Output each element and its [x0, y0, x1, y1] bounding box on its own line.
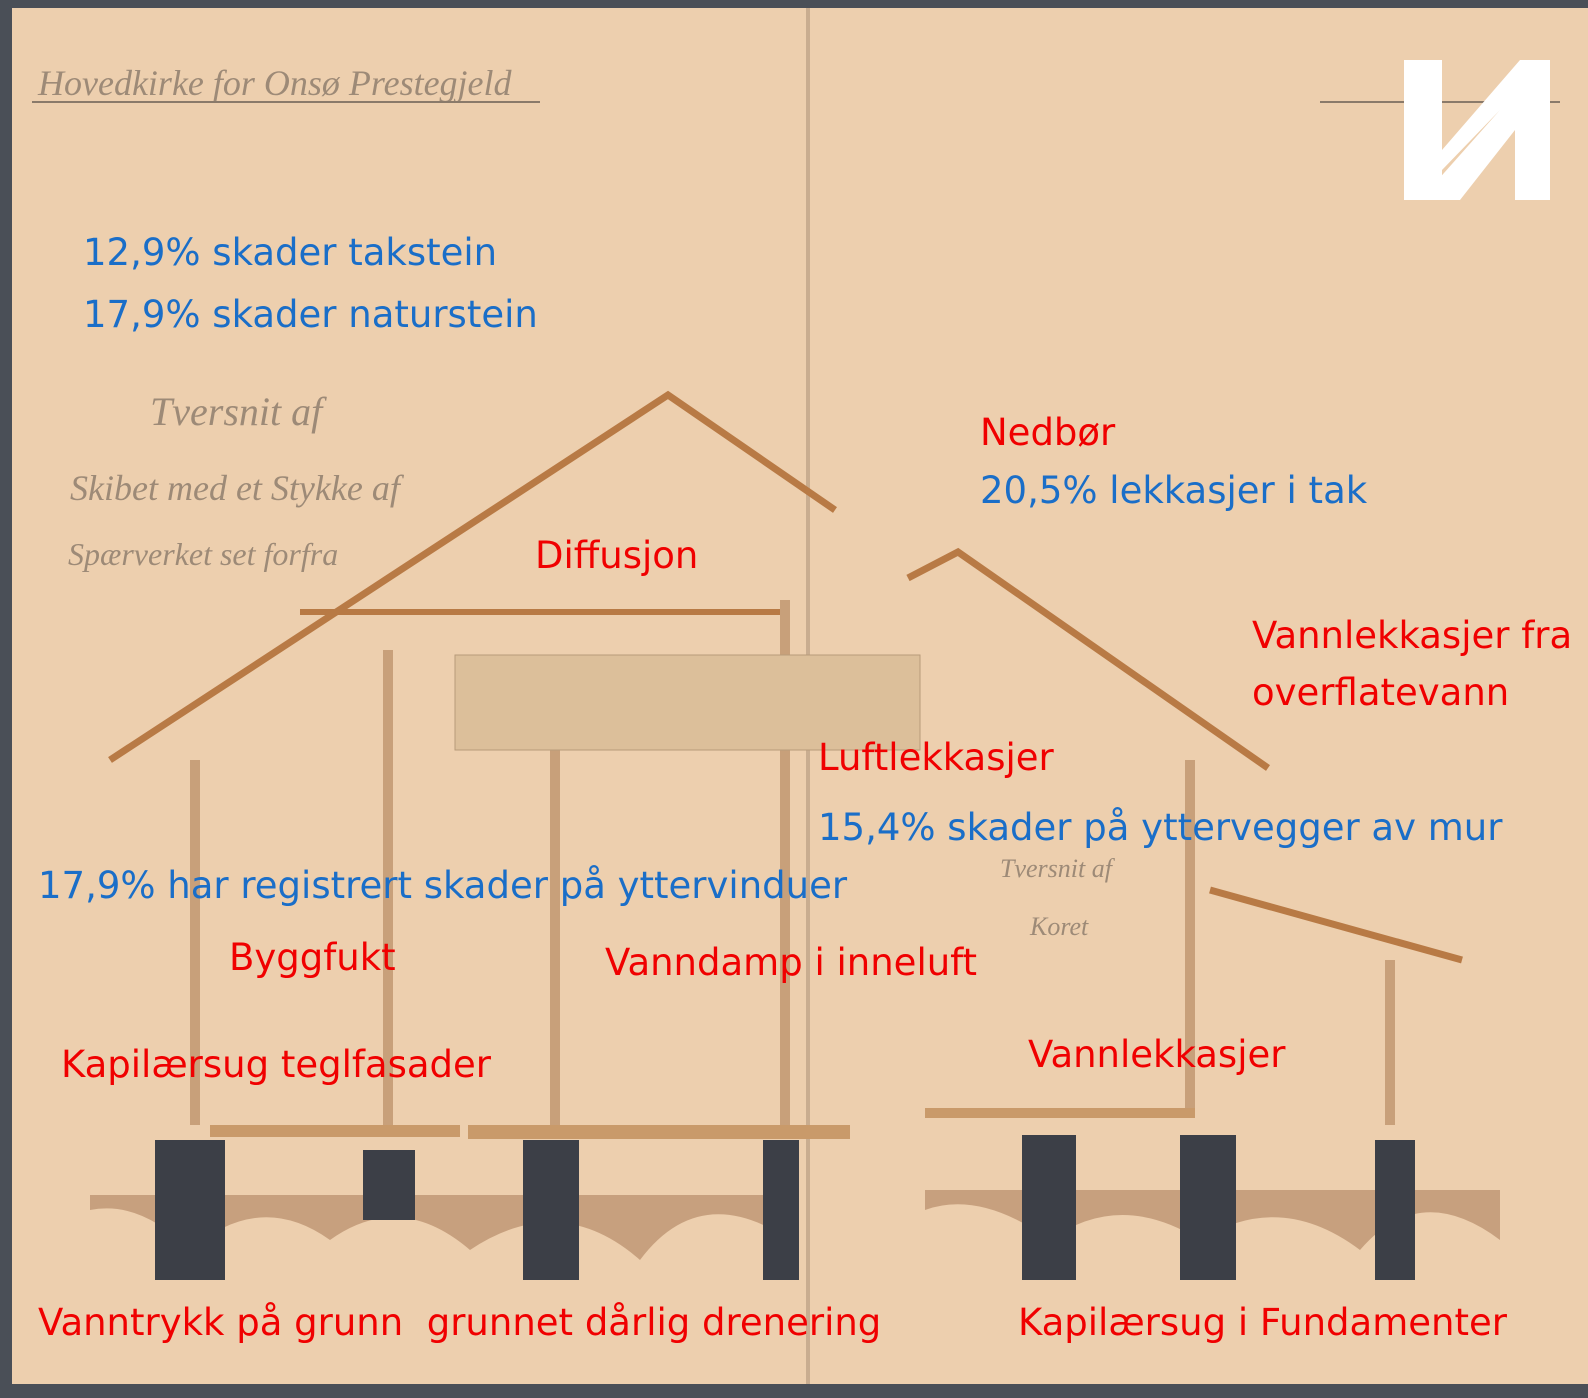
inscription: Tversnit af	[150, 389, 327, 434]
annotation: overflatevann	[1252, 671, 1509, 714]
annotation: Diffusjon	[535, 534, 698, 577]
inscription: Hovedkirke for Onsø Prestegjeld	[37, 63, 513, 103]
annotation: 20,5% lekkasjer i tak	[980, 469, 1368, 512]
annotation: 17,9% har registrert skader på yttervind…	[38, 864, 848, 907]
annotation: Vanndamp i inneluft	[605, 941, 977, 984]
page: Hovedkirke for Onsø Prestegjeld Tversnit…	[0, 0, 1588, 1398]
annotation: 17,9% skader naturstein	[83, 293, 538, 336]
annotation: 15,4% skader på yttervegger av mur	[818, 806, 1503, 849]
annotation: Vannlekkasjer	[1028, 1033, 1286, 1076]
annotation: Byggfukt	[229, 936, 396, 979]
annotation: Luftlekkasjer	[818, 736, 1055, 779]
slide: Hovedkirke for Onsø Prestegjeld Tversnit…	[0, 0, 1588, 1398]
annotation: 12,9% skader takstein	[83, 231, 497, 274]
inscription: Tversnit af	[1000, 854, 1116, 883]
inscription: Koret	[1029, 912, 1089, 941]
annotation: Vannlekkasjer fra	[1252, 614, 1572, 657]
inscription: Spærverket set forfra	[68, 536, 338, 572]
annotation: Nedbør	[980, 411, 1116, 454]
annotation: Kapilærsug i Fundamenter	[1018, 1301, 1508, 1344]
annotation: Kapilærsug teglfasader	[61, 1043, 492, 1086]
inscription: Skibet med et Stykke af	[70, 468, 405, 508]
annotation: Vanntrykk på grunn grunnet dårlig drener…	[38, 1301, 881, 1344]
